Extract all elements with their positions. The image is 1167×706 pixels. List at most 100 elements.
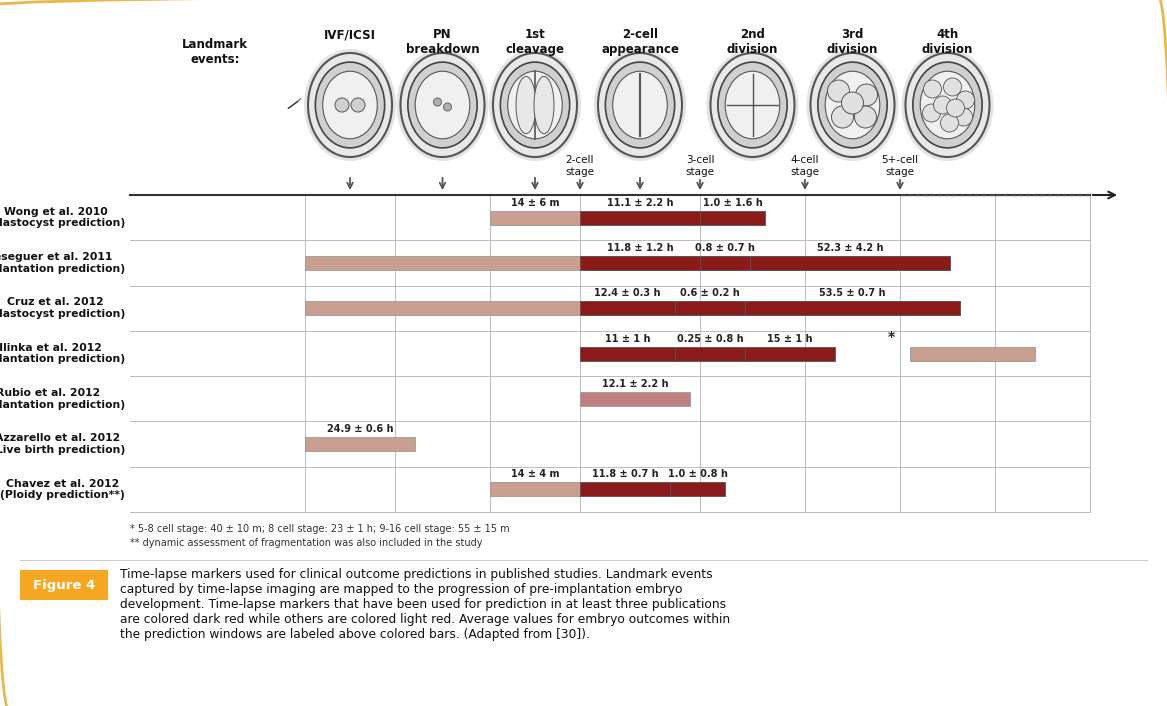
Ellipse shape [725,71,780,139]
Bar [490,482,580,496]
Ellipse shape [492,53,576,157]
Ellipse shape [706,49,798,161]
Text: 11.1 ± 2.2 h: 11.1 ± 2.2 h [607,198,673,208]
Text: Meseguer et al. 2011
(Implantation prediction): Meseguer et al. 2011 (Implantation predi… [0,252,125,274]
Ellipse shape [315,62,385,148]
Text: Wong et al. 2010
(Blastocyst prediction): Wong et al. 2010 (Blastocyst prediction) [0,207,125,229]
Ellipse shape [598,53,682,157]
Ellipse shape [921,71,974,139]
Bar [305,437,415,451]
Circle shape [827,80,850,102]
Ellipse shape [415,71,470,139]
Ellipse shape [806,49,899,161]
Bar [750,256,950,270]
Text: Figure 4: Figure 4 [33,578,96,592]
Text: Azzarello et al. 2012
(Live birth prediction): Azzarello et al. 2012 (Live birth predic… [0,433,125,455]
Text: 1.0 ± 0.8 h: 1.0 ± 0.8 h [668,469,727,479]
Circle shape [946,99,964,117]
Circle shape [832,106,853,128]
Ellipse shape [397,49,489,161]
Ellipse shape [516,76,536,133]
Ellipse shape [508,71,562,139]
Text: 2nd
division: 2nd division [727,28,778,56]
Ellipse shape [818,62,887,148]
Ellipse shape [308,53,392,157]
Text: 1.0 ± 1.6 h: 1.0 ± 1.6 h [703,198,762,208]
Bar [580,210,700,225]
Bar [580,256,700,270]
Bar [20,570,109,600]
Bar [745,301,960,315]
Bar [580,482,670,496]
Text: 53.5 ± 0.7 h: 53.5 ± 0.7 h [819,288,886,298]
Text: Rubio et al. 2012
(Implantation prediction): Rubio et al. 2012 (Implantation predicti… [0,388,125,409]
Bar [305,256,950,270]
Text: 12.4 ± 0.3 h: 12.4 ± 0.3 h [594,288,661,298]
Circle shape [335,98,349,112]
Bar [490,210,580,225]
Circle shape [854,106,876,128]
Text: 2-cell
appearance: 2-cell appearance [601,28,679,56]
Ellipse shape [400,53,484,157]
Bar [745,347,836,361]
Text: 0.6 ± 0.2 h: 0.6 ± 0.2 h [680,288,740,298]
Circle shape [957,91,974,109]
Text: Chavez et al. 2012
(Ploidy prediction**): Chavez et al. 2012 (Ploidy prediction**) [0,479,125,500]
Bar [910,347,1035,361]
Ellipse shape [906,53,990,157]
Bar [700,210,766,225]
Circle shape [351,98,365,112]
Bar [675,347,745,361]
Ellipse shape [323,71,377,139]
Text: 2-cell
stage: 2-cell stage [566,155,594,176]
Circle shape [443,103,452,111]
Text: 0.8 ± 0.7 h: 0.8 ± 0.7 h [696,243,755,253]
Text: 5+-cell
stage: 5+-cell stage [881,155,918,176]
Text: ** dynamic assessment of fragmentation was also included in the study: ** dynamic assessment of fragmentation w… [130,538,482,548]
Text: 1st
cleavage: 1st cleavage [505,28,565,56]
Bar [670,482,725,496]
Ellipse shape [811,53,894,157]
Text: 3-cell
stage: 3-cell stage [685,155,714,176]
Bar [580,392,690,406]
Ellipse shape [711,53,795,157]
Text: 0.25 ± 0.8 h: 0.25 ± 0.8 h [677,333,743,344]
Circle shape [955,108,972,126]
Bar [580,347,675,361]
Circle shape [922,104,941,122]
Circle shape [943,78,962,96]
Text: 15 ± 1 h: 15 ± 1 h [767,333,812,344]
Ellipse shape [501,62,569,148]
Text: 52.3 ± 4.2 h: 52.3 ± 4.2 h [817,243,883,253]
Text: 14 ± 6 m: 14 ± 6 m [511,198,559,208]
Text: Cruz et al. 2012
(Blastocyst prediction): Cruz et al. 2012 (Blastocyst prediction) [0,297,125,319]
Ellipse shape [901,49,993,161]
Text: IVF/ICSI: IVF/ICSI [324,28,376,41]
Text: * 5-8 cell stage: 40 ± 10 m; 8 cell stage: 23 ± 1 h; 9-16 cell stage: 55 ± 15 m: * 5-8 cell stage: 40 ± 10 m; 8 cell stag… [130,524,510,534]
Text: PN
breakdown: PN breakdown [406,28,480,56]
Text: Time-lapse markers used for clinical outcome predictions in published studies. L: Time-lapse markers used for clinical out… [120,568,731,641]
Ellipse shape [913,62,983,148]
Text: 12.1 ± 2.2 h: 12.1 ± 2.2 h [602,379,669,389]
Circle shape [923,80,942,98]
Bar [675,301,745,315]
Ellipse shape [718,62,788,148]
Bar [700,256,750,270]
Circle shape [841,92,864,114]
Ellipse shape [613,71,668,139]
Ellipse shape [825,71,880,139]
Circle shape [855,84,878,106]
Circle shape [433,98,441,106]
Text: 3rd
division: 3rd division [826,28,879,56]
Ellipse shape [489,49,581,161]
Bar [580,301,675,315]
Circle shape [934,96,951,114]
Text: 4th
division: 4th division [922,28,973,56]
Text: 11.8 ± 1.2 h: 11.8 ± 1.2 h [607,243,673,253]
Bar [305,301,960,315]
Ellipse shape [407,62,477,148]
Text: 24.9 ± 0.6 h: 24.9 ± 0.6 h [327,424,393,434]
Ellipse shape [594,49,686,161]
Text: Hlinka et al. 2012
(Implantation prediction): Hlinka et al. 2012 (Implantation predict… [0,342,125,364]
Ellipse shape [606,62,675,148]
